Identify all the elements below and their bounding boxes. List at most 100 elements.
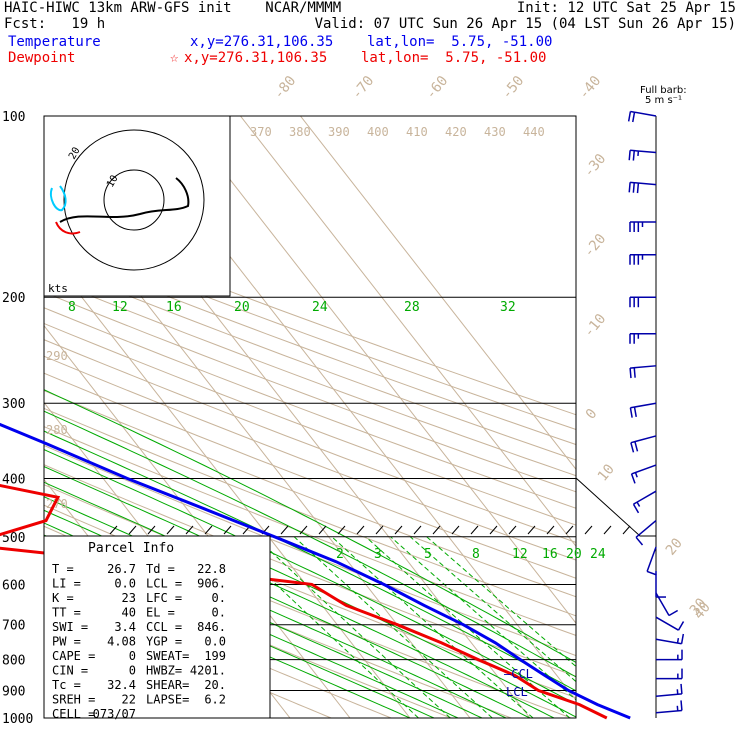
wind-barb (629, 221, 656, 233)
dry-adiabat (44, 291, 576, 493)
ccl-marker: —CCL (504, 667, 533, 681)
wind-barb (655, 592, 679, 617)
mixing-ratio-line (426, 536, 576, 668)
header-fcst: Fcst: 19 h (4, 16, 106, 32)
wind-barb-staff (655, 592, 670, 616)
hatch-mark (584, 525, 593, 535)
parcel-value: 846. (197, 620, 226, 634)
wind-barb (655, 633, 685, 645)
hatch-mark (223, 525, 232, 535)
lcl-marker: LCL (506, 685, 528, 699)
parcel-label: SWI = (52, 620, 88, 634)
hatch-mark (413, 525, 422, 535)
isotherm-label: -10 (581, 311, 610, 341)
temperature-coords: x,y=276.31,106.35 lat,lon= 5.75, -51.00 (190, 34, 553, 50)
hatch-mark (508, 525, 517, 535)
isotherm-line (180, 116, 576, 624)
isotherm-label: 0 (583, 406, 601, 423)
wind-barb-flag (628, 150, 631, 161)
legend-temperature: Temperature (8, 34, 101, 50)
theta-label: 410 (406, 125, 428, 139)
parcel-value: 0 (129, 664, 136, 678)
isotherm-label: -50 (499, 73, 528, 103)
parcel-value: 073/07 (93, 707, 136, 721)
hatch-mark (166, 525, 175, 535)
wind-barb (629, 402, 657, 418)
moist-adiabat-label: 20 (234, 300, 250, 315)
wind-barb (628, 149, 657, 161)
wind-barb (630, 435, 657, 453)
wind-barb (632, 490, 657, 514)
parcel-value: 0. (212, 606, 226, 620)
parcel-label: YGP = (146, 635, 182, 649)
mixing-ratio-label: 20 (566, 547, 582, 562)
wind-barb-flag (680, 700, 683, 711)
wind-barb-flag (646, 570, 657, 576)
isotherm-label: 10 (595, 461, 618, 484)
wind-barb-flag (627, 111, 632, 122)
hodograph-ring-label: 20 (67, 146, 83, 162)
parcel-label: CAPE = (52, 649, 95, 663)
pressure-label: 700 (2, 619, 25, 634)
hatch-mark (128, 525, 137, 535)
barb-key-units: 5 m s⁻¹ (645, 95, 682, 106)
mixing-ratio-label: 24 (590, 547, 606, 562)
mixing-ratio-label: 5 (424, 547, 432, 562)
plot-frame (43, 115, 577, 719)
wind-barb-staff (635, 520, 657, 538)
isotherm-line (44, 324, 351, 718)
hatch-mark (622, 525, 631, 535)
hodograph-units: kts (48, 282, 68, 295)
pressure-label: 300 (2, 397, 25, 412)
legend-dewpoint: Dewpoint (8, 50, 76, 66)
hatch-mark (185, 525, 194, 535)
wind-barb (630, 464, 657, 484)
wind-barb-flag (668, 609, 679, 617)
moist-adiabat-label: 16 (166, 300, 182, 315)
mixing-ratio-label: 16 (542, 547, 558, 562)
isotherm-line (240, 116, 576, 548)
hatch-mark (337, 525, 346, 535)
wind-barb-staff (630, 110, 657, 117)
hodograph-trace-low (50, 185, 67, 212)
mixing-ratio-label: 3 (374, 547, 382, 562)
wind-barb-staff (630, 181, 657, 186)
parcel-label: SHEAR= (146, 678, 189, 692)
wind-barb (646, 546, 657, 576)
wind-barb-flag (636, 501, 641, 507)
wind-barb-staff (646, 546, 657, 572)
wind-barb (629, 365, 657, 379)
theta-label: 430 (484, 125, 506, 139)
wind-barb-staff (655, 638, 682, 645)
parcel-label: T = (52, 562, 74, 576)
hatch-mark (470, 525, 479, 535)
hatch-mark (546, 525, 555, 535)
wind-barb-flag (633, 406, 637, 417)
dry-adiabat (44, 372, 576, 579)
parcel-value: 40 (122, 606, 136, 620)
parcel-value: 0.0 (114, 577, 136, 591)
wind-barb-flag (634, 441, 639, 452)
header-init: Init: 12 UTC Sat 25 Apr 15 (516, 0, 736, 16)
isotherm-label: 20 (663, 535, 686, 558)
wind-barb-flag (630, 473, 636, 484)
temperature-trace (0, 422, 631, 720)
header-valid: Valid: 07 UTC Sun 26 Apr 15 (04 LST Sun … (314, 16, 736, 32)
theta-label-left: 290 (46, 349, 68, 363)
parcel-label: EL = (146, 606, 175, 620)
parcel-value: 6.2 (204, 693, 226, 707)
dry-adiabat (44, 390, 576, 598)
theta-label: 380 (289, 125, 311, 139)
hodograph-ring-inner (103, 169, 165, 231)
moist-adiabat-label: 32 (500, 300, 516, 315)
mixing-ratio-line (254, 536, 451, 718)
wind-barb-flag (633, 367, 636, 378)
wind-barb-flag (677, 621, 685, 631)
theta-label-left: 280 (46, 423, 68, 437)
wind-barb (629, 333, 656, 344)
parcel-label: PW = (52, 635, 81, 649)
wind-barb (635, 520, 657, 546)
hatch-mark (451, 525, 460, 535)
parcel-label: K = (52, 591, 74, 605)
dry-adiabat (44, 322, 576, 526)
